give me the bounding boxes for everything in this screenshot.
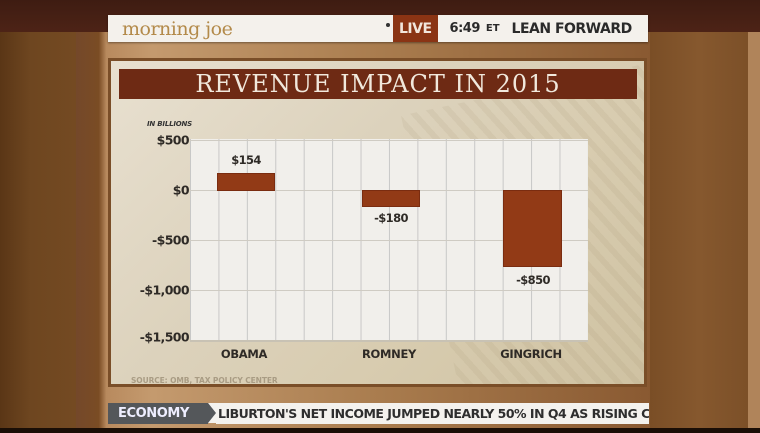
studio-background-edge bbox=[748, 32, 760, 433]
bottom-strip bbox=[0, 428, 760, 433]
ticker-arrow-icon bbox=[208, 403, 216, 423]
timezone-label: ET bbox=[485, 23, 500, 34]
y-tick-label: $0 bbox=[172, 182, 190, 198]
category-label-obama: OBAMA bbox=[220, 347, 268, 361]
live-dot-icon bbox=[386, 22, 390, 27]
category-label-romney: ROMNEY bbox=[361, 347, 417, 361]
bar-value-label: -$850 bbox=[516, 273, 550, 287]
bar-romney bbox=[362, 190, 420, 207]
studio-background-left bbox=[0, 32, 76, 433]
show-bug-bar: morning joe LIVE 6:49 ET LEAN FORWARD bbox=[108, 15, 648, 42]
ticker-category: ECONOMY bbox=[108, 403, 208, 424]
category-label-gingrich: GINGRICH bbox=[500, 347, 562, 361]
network-tagline: LEAN FORWARD bbox=[511, 20, 633, 37]
chart-title: REVENUE IMPACT IN 2015 bbox=[195, 70, 561, 98]
bar-value-label: -$180 bbox=[374, 211, 408, 225]
y-tick-label: -$1,000 bbox=[139, 282, 190, 298]
bar-obama bbox=[217, 173, 275, 191]
broadcast-time: 6:49 bbox=[449, 21, 481, 36]
studio-background-right bbox=[650, 32, 748, 433]
chart-title-bar: REVENUE IMPACT IN 2015 bbox=[119, 69, 637, 99]
plot-area: $154 -$180 -$850 bbox=[190, 139, 588, 342]
bar-value-label: $154 bbox=[231, 153, 261, 167]
y-axis-unit-label: IN BILLIONS bbox=[147, 120, 193, 128]
chart-graphic-panel: REVENUE IMPACT IN 2015 IN BILLIONS $500 … bbox=[108, 58, 647, 387]
live-badge: LIVE bbox=[393, 15, 438, 42]
gridline bbox=[190, 290, 588, 291]
gridline bbox=[190, 140, 588, 141]
source-citation: SOURCE: OMB, TAX POLICY CENTER bbox=[131, 376, 278, 385]
y-tick-label: -$1,500 bbox=[139, 329, 190, 345]
y-tick-label: $500 bbox=[156, 132, 190, 148]
y-tick-label: -$500 bbox=[152, 232, 190, 248]
show-logo: morning joe bbox=[122, 17, 233, 40]
ticker-headline: LIBURTON'S NET INCOME JUMPED NEARLY 50% … bbox=[216, 403, 649, 424]
news-ticker: ECONOMY LIBURTON'S NET INCOME JUMPED NEA… bbox=[108, 403, 649, 424]
bar-gingrich bbox=[503, 190, 562, 267]
gridline bbox=[190, 240, 588, 241]
